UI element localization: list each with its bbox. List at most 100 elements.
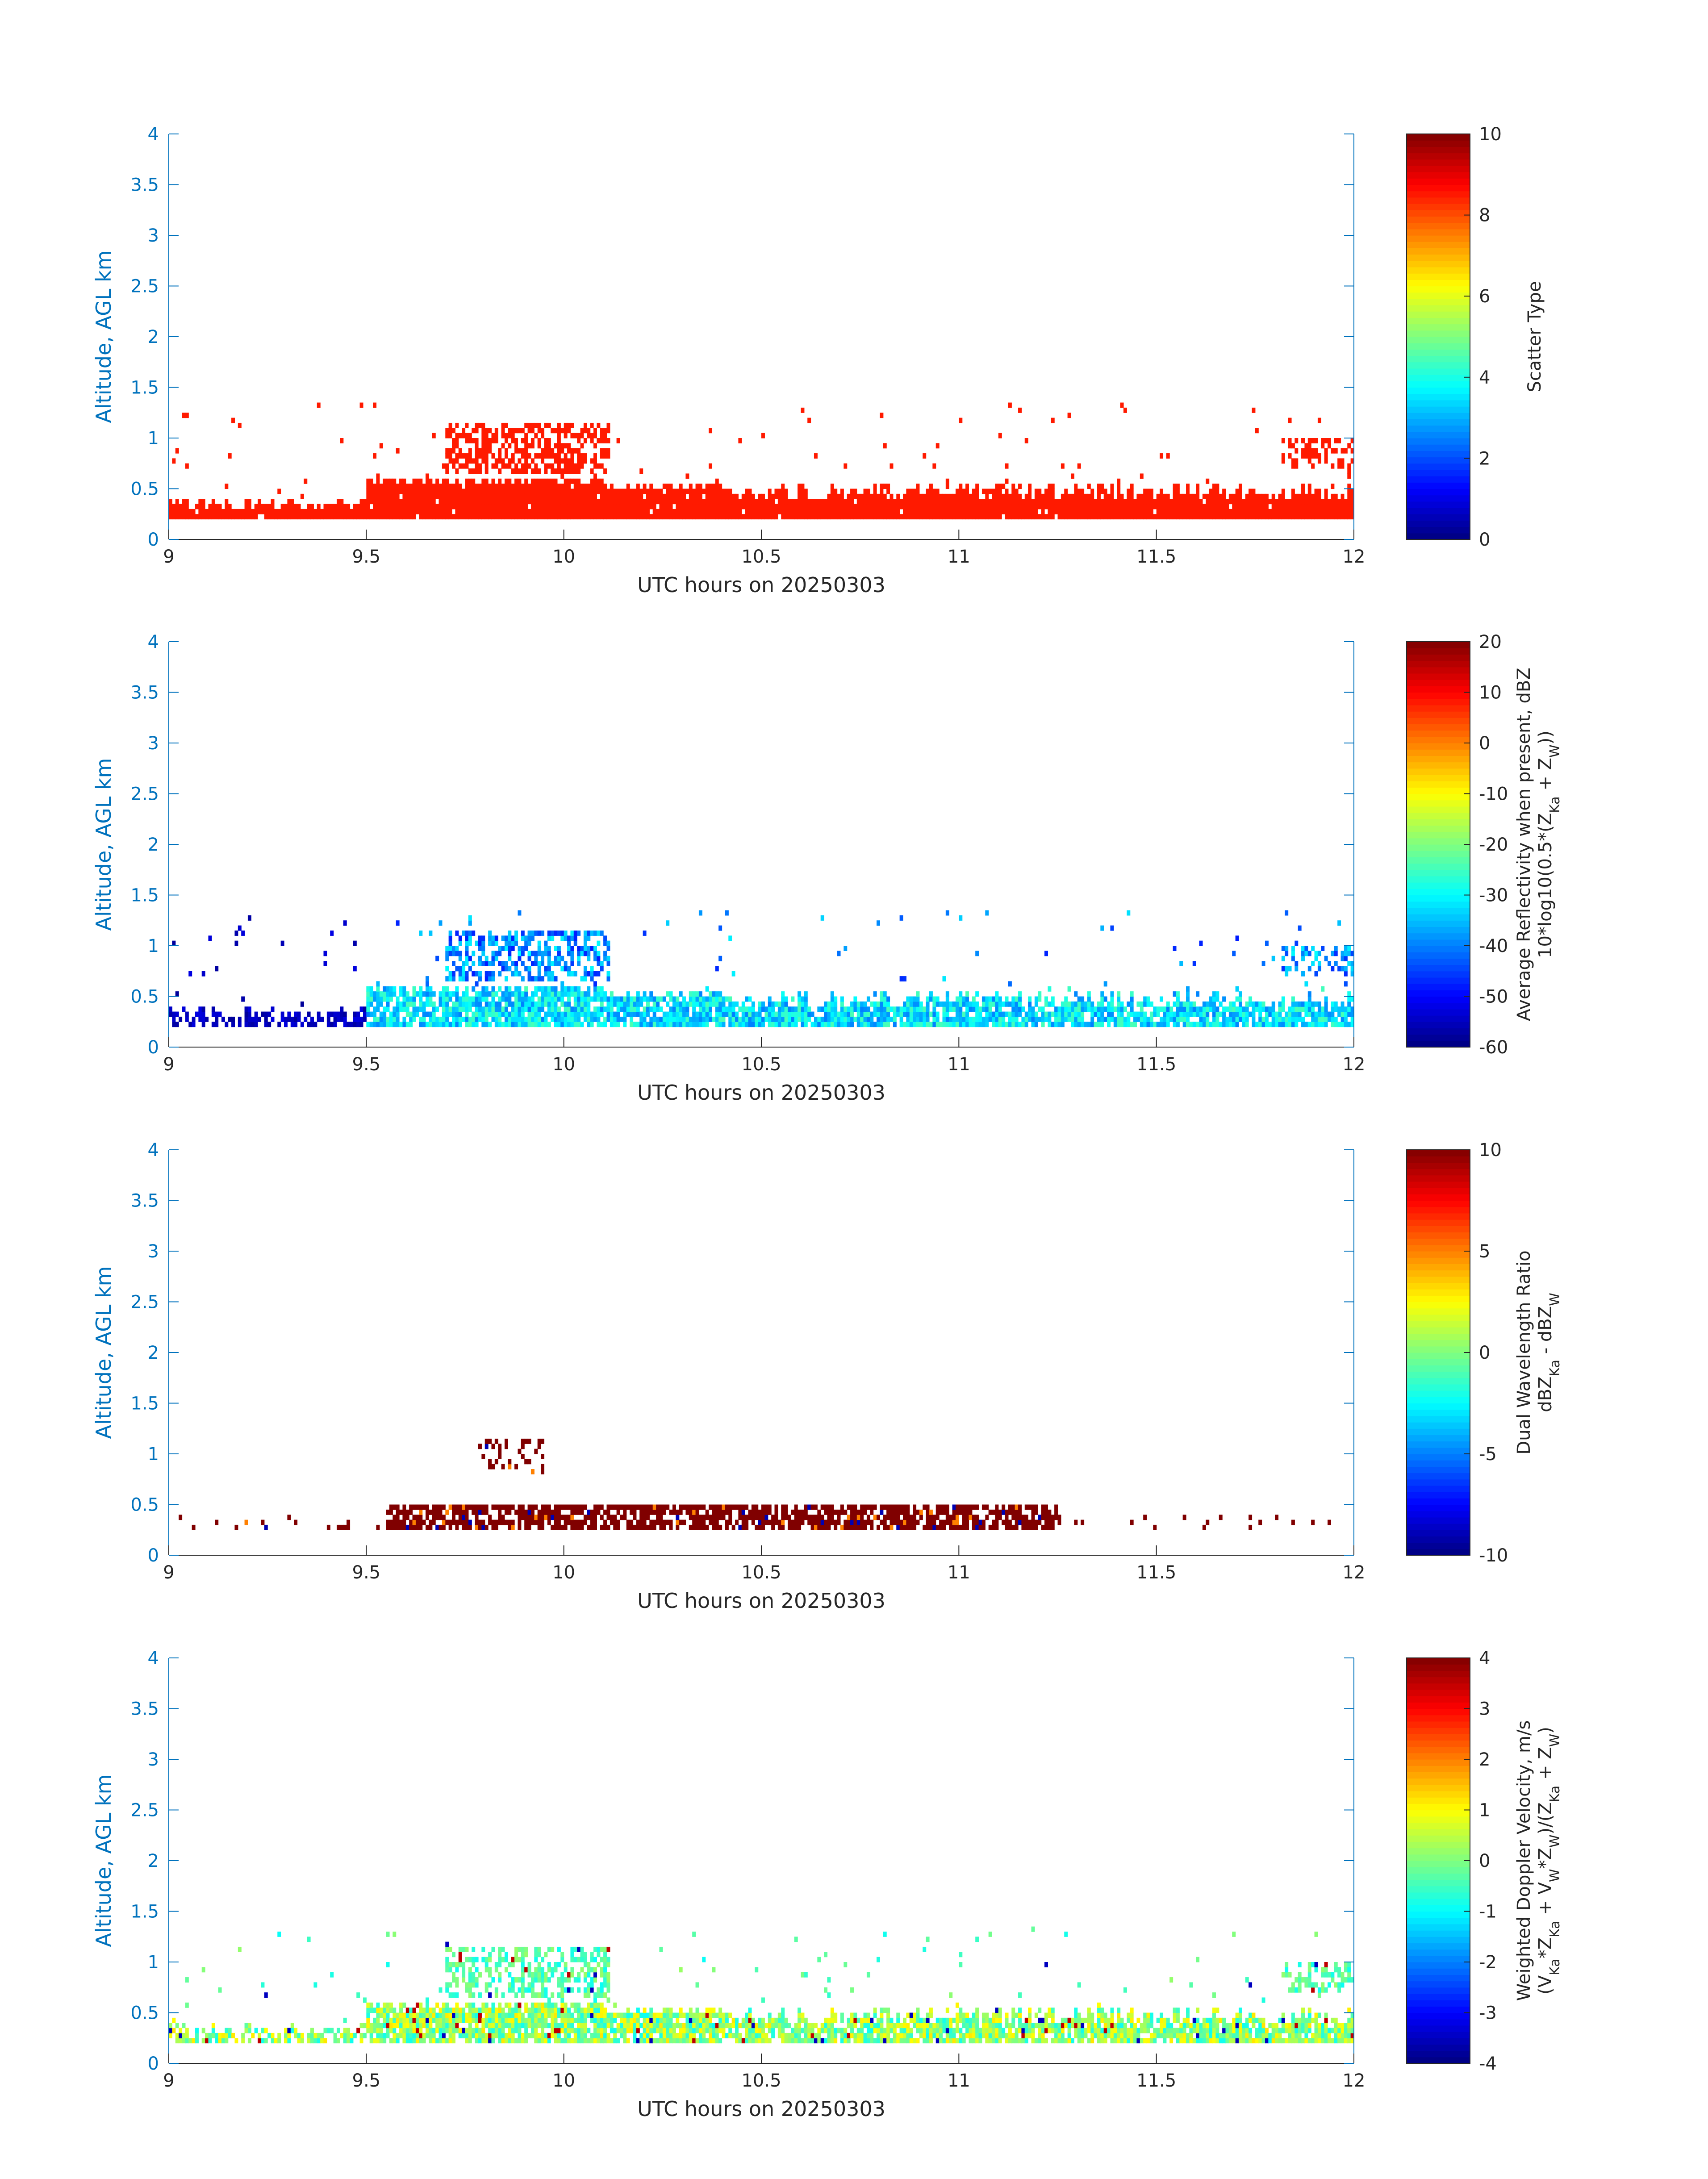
- heatmap-cell: [758, 494, 762, 499]
- heatmap-cell: [1308, 489, 1311, 494]
- heatmap-cell: [455, 453, 459, 459]
- heatmap-cell: [1114, 514, 1117, 519]
- heatmap-cell: [877, 1006, 880, 1012]
- heatmap-cell: [1179, 509, 1183, 514]
- heatmap-cell: [182, 1006, 185, 1012]
- heatmap-cell: [1077, 509, 1081, 514]
- heatmap-cell: [554, 499, 558, 504]
- heatmap-cell: [923, 509, 926, 514]
- heatmap-cell: [376, 981, 380, 986]
- heatmap-cell: [656, 489, 660, 494]
- heatmap-cell: [1337, 458, 1341, 463]
- heatmap-cell: [1140, 1017, 1144, 1022]
- heatmap-cell: [343, 509, 347, 514]
- heatmap-cell: [468, 1022, 472, 1027]
- heatmap-cell: [172, 504, 175, 509]
- heatmap-cell: [366, 1006, 370, 1012]
- heatmap-cell: [360, 1022, 363, 1027]
- heatmap-cell: [755, 509, 758, 514]
- heatmap-cell: [669, 489, 673, 494]
- heatmap-cell: [603, 433, 607, 438]
- heatmap-cell: [587, 428, 590, 433]
- heatmap-cell: [1038, 1017, 1041, 1022]
- heatmap-cell: [649, 489, 653, 494]
- heatmap-cell: [301, 1002, 304, 1007]
- heatmap-cell: [975, 991, 979, 997]
- heatmap-cell: [804, 997, 808, 1002]
- heatmap-cell: [893, 1006, 897, 1012]
- colorbar-step: [1407, 248, 1470, 255]
- heatmap-cell: [1344, 946, 1348, 951]
- heatmap-cell: [906, 1017, 910, 1022]
- heatmap-cell: [1104, 509, 1107, 514]
- heatmap-cell: [419, 1006, 422, 1012]
- heatmap-cell: [524, 986, 528, 992]
- heatmap-cell: [459, 1520, 462, 1525]
- colorbar-step: [1407, 476, 1470, 483]
- heatmap-cell: [633, 997, 636, 1002]
- heatmap-cell: [1143, 1017, 1147, 1022]
- heatmap-cell: [1295, 966, 1298, 971]
- heatmap-cell: [923, 494, 926, 499]
- heatmap-cell: [617, 494, 620, 499]
- colorbar-step: [1407, 680, 1470, 686]
- heatmap-cell: [587, 991, 590, 997]
- heatmap-cell: [607, 941, 610, 946]
- heatmap-cell: [1334, 1002, 1338, 1007]
- colorbar-step: [1407, 1003, 1470, 1010]
- heatmap-cell: [505, 453, 508, 459]
- heatmap-cell: [445, 509, 449, 514]
- heatmap-cell: [396, 504, 400, 509]
- heatmap-cell: [442, 997, 446, 1002]
- heatmap-cell: [1252, 408, 1255, 413]
- heatmap-cell: [383, 479, 386, 484]
- heatmap-cell: [1061, 463, 1065, 469]
- heatmap-cell: [659, 504, 663, 509]
- heatmap-cell: [1341, 1022, 1345, 1027]
- heatmap-cell: [1008, 1022, 1012, 1027]
- heatmap-cell: [557, 448, 561, 454]
- heatmap-cell: [682, 499, 686, 504]
- heatmap-cell: [1189, 504, 1193, 509]
- heatmap-cell: [975, 484, 979, 489]
- heatmap-cell: [472, 479, 475, 484]
- heatmap-cell: [725, 1012, 729, 1017]
- heatmap-cell: [1117, 494, 1120, 499]
- heatmap-cell: [538, 1520, 541, 1525]
- heatmap-cell: [932, 504, 936, 509]
- heatmap-cell: [313, 514, 317, 519]
- heatmap-cell: [1054, 509, 1058, 514]
- heatmap-cell: [893, 1017, 897, 1022]
- heatmap-cell: [577, 1022, 580, 1027]
- heatmap-cell: [389, 1017, 393, 1022]
- heatmap-cell: [794, 1022, 798, 1027]
- x-tick-label: 10: [552, 547, 575, 567]
- heatmap-cell: [1219, 509, 1223, 514]
- heatmap-cell: [768, 489, 772, 494]
- heatmap-cell: [1104, 981, 1107, 986]
- heatmap-cell: [1120, 504, 1124, 509]
- heatmap-cell: [1252, 504, 1255, 509]
- heatmap-cell: [574, 986, 577, 992]
- heatmap-cell: [824, 1022, 827, 1027]
- heatmap-cell: [1048, 504, 1051, 509]
- heatmap-cell: [198, 1012, 202, 1017]
- heatmap-cell: [175, 1012, 179, 1017]
- heatmap-cell: [485, 1444, 489, 1449]
- heatmap-cell: [992, 1017, 995, 1022]
- heatmap-cell: [389, 499, 393, 504]
- heatmap-cell: [271, 499, 275, 504]
- heatmap-cell: [633, 1022, 636, 1027]
- heatmap-cell: [225, 484, 228, 489]
- heatmap-cell: [514, 935, 518, 941]
- heatmap-cell: [245, 514, 248, 519]
- heatmap-cell: [406, 1510, 409, 1515]
- colorbar-step: [1407, 394, 1470, 401]
- heatmap-cell: [1133, 1022, 1137, 1027]
- heatmap-cell: [518, 1520, 521, 1525]
- heatmap-cell: [1331, 484, 1334, 489]
- heatmap-cell: [873, 1022, 877, 1027]
- heatmap-cell: [774, 1017, 778, 1022]
- heatmap-cell: [449, 514, 452, 519]
- heatmap-cell: [867, 1017, 870, 1022]
